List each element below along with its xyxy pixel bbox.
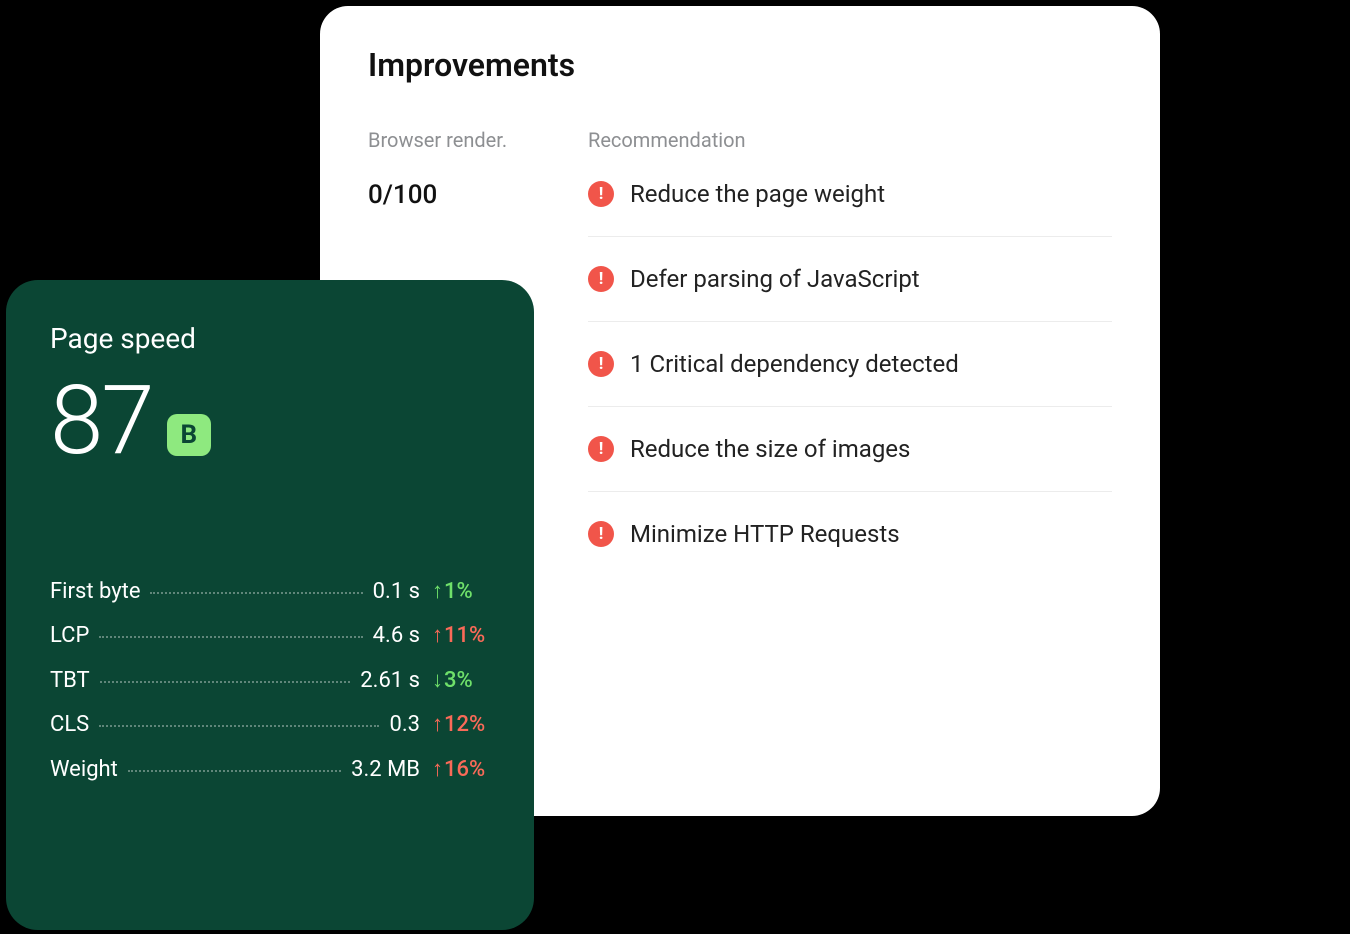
recommendation-list: ! Reduce the page weight ! Defer parsing… — [588, 180, 1112, 576]
browser-render-score: 0/100 — [368, 180, 588, 210]
metric-change: ↑12% — [432, 712, 490, 738]
metric-change-value: 12% — [444, 712, 485, 737]
page-speed-score-row: 87 B — [50, 373, 490, 469]
page-speed-metrics: First byte 0.1 s ↑1% LCP 4.6 s ↑11% TBT … — [50, 579, 490, 783]
alert-icon: ! — [588, 266, 614, 292]
metric-change: ↓3% — [432, 668, 490, 694]
page-speed-card: Page speed 87 B First byte 0.1 s ↑1% LCP… — [6, 280, 534, 930]
metric-dots — [99, 725, 379, 727]
browser-render-column: Browser render. 0/100 — [368, 128, 588, 210]
metric-label: TBT — [50, 668, 90, 694]
metric-change: ↑11% — [432, 623, 490, 649]
metric-value: 3.2 MB — [351, 757, 420, 783]
metric-row-tbt: TBT 2.61 s ↓3% — [50, 668, 490, 694]
recommendation-text: Defer parsing of JavaScript — [630, 265, 920, 293]
recommendation-text: Reduce the size of images — [630, 435, 910, 463]
metric-dots — [100, 681, 351, 683]
recommendation-item[interactable]: ! Reduce the size of images — [588, 407, 1112, 492]
arrow-up-icon: ↑ — [432, 712, 443, 738]
arrow-down-icon: ↓ — [432, 668, 443, 694]
metric-dots — [128, 770, 341, 772]
recommendation-text: Minimize HTTP Requests — [630, 520, 900, 548]
page-speed-title: Page speed — [50, 322, 490, 355]
recommendation-text: Reduce the page weight — [630, 180, 885, 208]
alert-icon: ! — [588, 436, 614, 462]
metric-value: 4.6 s — [373, 623, 420, 649]
metric-value: 2.61 s — [360, 668, 420, 694]
alert-icon: ! — [588, 351, 614, 377]
recommendation-item[interactable]: ! Reduce the page weight — [588, 180, 1112, 237]
metric-row-cls: CLS 0.3 ↑12% — [50, 712, 490, 738]
metric-value: 0.3 — [389, 712, 420, 738]
metric-dots — [150, 592, 362, 594]
page-speed-grade-badge: B — [167, 414, 212, 456]
metric-change: ↑1% — [432, 579, 490, 605]
arrow-up-icon: ↑ — [432, 579, 443, 605]
metric-label: CLS — [50, 712, 89, 738]
alert-icon: ! — [588, 521, 614, 547]
metric-dots — [99, 636, 362, 638]
arrow-up-icon: ↑ — [432, 623, 443, 649]
recommendation-item[interactable]: ! Minimize HTTP Requests — [588, 492, 1112, 576]
metric-row-first-byte: First byte 0.1 s ↑1% — [50, 579, 490, 605]
metric-change-value: 1% — [444, 579, 473, 604]
page-speed-score: 87 — [50, 373, 153, 469]
metric-row-lcp: LCP 4.6 s ↑11% — [50, 623, 490, 649]
arrow-up-icon: ↑ — [432, 757, 443, 783]
metric-change: ↑16% — [432, 757, 490, 783]
metric-label: Weight — [50, 757, 118, 783]
improvements-title: Improvements — [368, 46, 1112, 84]
recommendation-label: Recommendation — [588, 128, 1112, 152]
recommendation-item[interactable]: ! 1 Critical dependency detected — [588, 322, 1112, 407]
recommendation-text: 1 Critical dependency detected — [630, 350, 959, 378]
metric-change-value: 11% — [444, 623, 485, 648]
metric-change-value: 16% — [444, 757, 485, 782]
alert-icon: ! — [588, 181, 614, 207]
recommendation-item[interactable]: ! Defer parsing of JavaScript — [588, 237, 1112, 322]
metric-change-value: 3% — [444, 668, 473, 693]
recommendation-column: Recommendation ! Reduce the page weight … — [588, 128, 1112, 576]
metric-label: First byte — [50, 579, 140, 605]
metric-label: LCP — [50, 623, 89, 649]
browser-render-label: Browser render. — [368, 128, 588, 152]
metric-row-weight: Weight 3.2 MB ↑16% — [50, 757, 490, 783]
metric-value: 0.1 s — [373, 579, 420, 605]
